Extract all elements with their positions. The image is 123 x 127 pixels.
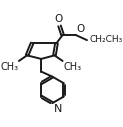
Text: O: O xyxy=(54,14,63,24)
Text: CH₃: CH₃ xyxy=(63,62,81,72)
Text: CH₂CH₃: CH₂CH₃ xyxy=(90,35,123,44)
Text: N: N xyxy=(54,104,62,114)
Text: CH₃: CH₃ xyxy=(0,62,18,72)
Text: O: O xyxy=(76,24,85,34)
